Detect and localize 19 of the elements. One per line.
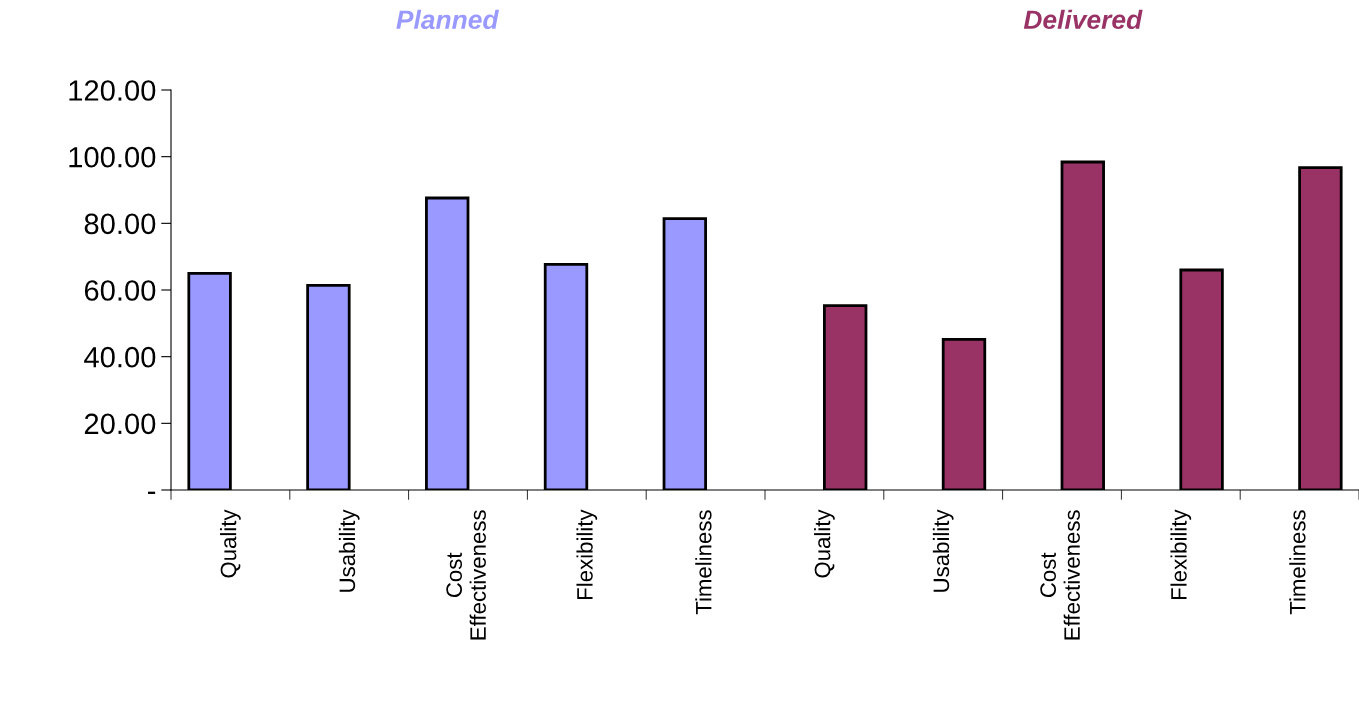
- x-tick-label: Usability: [932, 509, 954, 592]
- x-tick-label: Cost Effectiveness: [1040, 510, 1080, 640]
- y-tick-label: 60.00: [84, 280, 156, 301]
- x-tick-label: Timeliness: [695, 510, 712, 615]
- text: Planned: [396, 9, 499, 30]
- text: Delivered: [1023, 9, 1143, 30]
- x-tick-label: Quality: [814, 509, 835, 578]
- y-tick-label: 80.00: [84, 213, 156, 235]
- y-tick-label: 20.00: [84, 413, 156, 435]
- y-tick-label: 40.00: [84, 346, 156, 368]
- y-tick-label: 120.00: [69, 80, 156, 101]
- x-tick-label: Flexibility: [576, 509, 598, 599]
- y-tick-label: -: [148, 491, 156, 494]
- x-tick-label: Timeliness: [1289, 510, 1306, 615]
- y-tick-label: 100.00: [69, 146, 156, 168]
- x-tick-label: Usability: [338, 509, 360, 592]
- x-tick-label: Flexibility: [1170, 509, 1192, 599]
- x-tick-label: Quality: [220, 509, 241, 578]
- x-tick-label: Cost Effectiveness: [446, 510, 486, 640]
